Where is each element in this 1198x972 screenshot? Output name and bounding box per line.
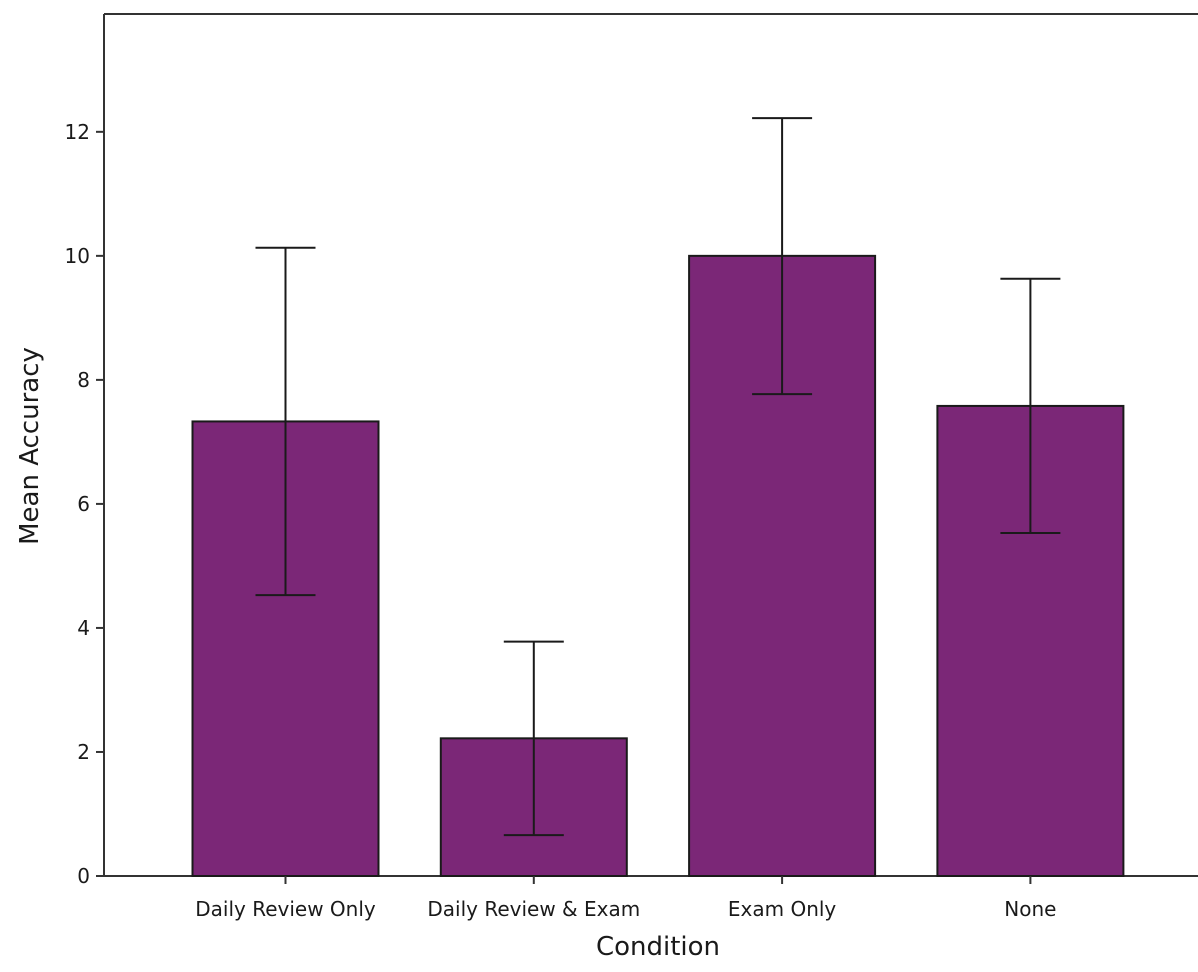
- y-tick-label: 12: [65, 120, 90, 144]
- y-axis-title: Mean Accuracy: [15, 347, 45, 545]
- error-bars-layer: [255, 117, 1061, 837]
- y-tick-label: 4: [77, 616, 90, 640]
- x-tick-label: Exam Only: [728, 897, 837, 921]
- y-tick-label: 8: [77, 368, 90, 392]
- y-tick-label: 2: [77, 740, 90, 764]
- x-axis: Daily Review Only Daily Review & Exam Exam…: [195, 876, 1056, 921]
- x-axis-title: Condition: [596, 932, 720, 962]
- y-tick-label: 6: [77, 492, 90, 516]
- x-tick-label: Daily Review & Exam: [427, 897, 640, 921]
- x-tick-label: None: [1004, 897, 1056, 921]
- y-tick-label: 0: [77, 864, 90, 888]
- y-axis: 0 2 4 6 8 10 12: [65, 120, 104, 888]
- y-tick-label: 10: [65, 244, 90, 268]
- bars-layer: [191, 254, 1125, 877]
- x-tick-label: Daily Review Only: [195, 897, 376, 921]
